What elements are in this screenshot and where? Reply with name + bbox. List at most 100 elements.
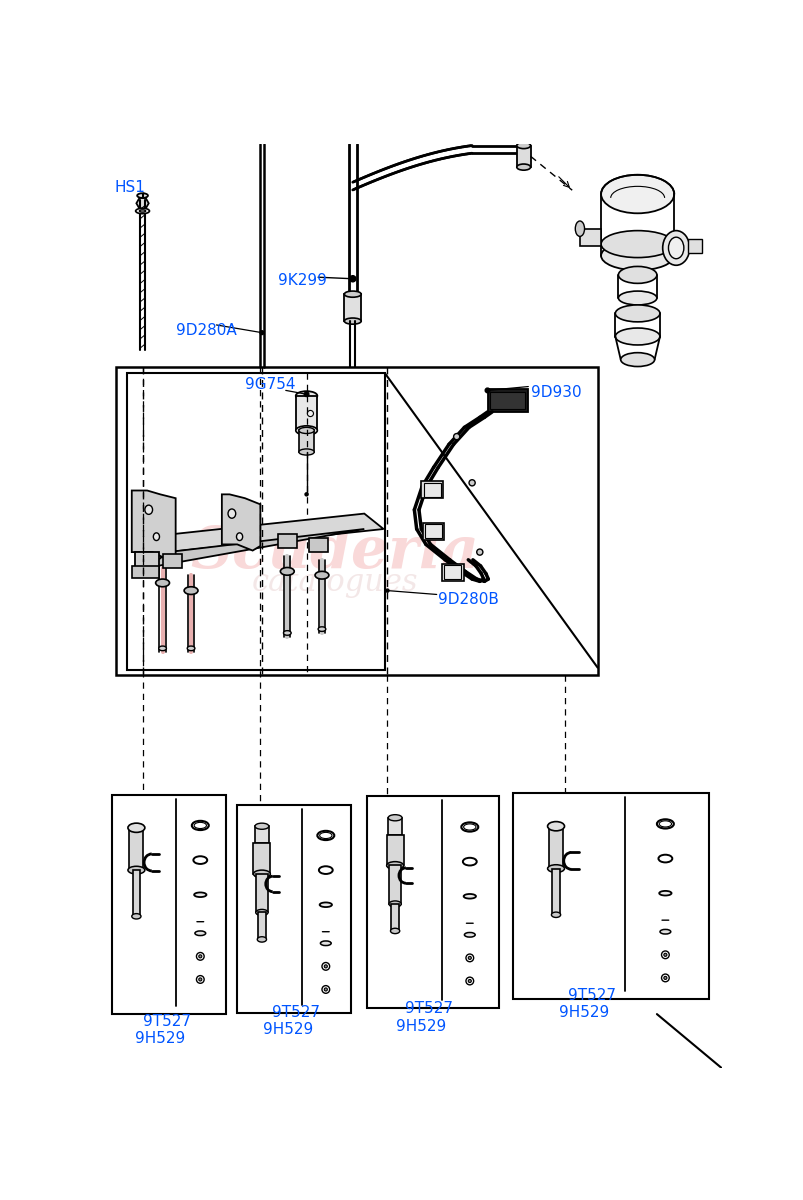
Ellipse shape xyxy=(390,929,399,934)
Circle shape xyxy=(467,956,471,960)
Bar xyxy=(516,145,530,167)
Ellipse shape xyxy=(463,894,475,899)
Bar xyxy=(512,793,708,998)
Ellipse shape xyxy=(194,931,206,936)
Bar xyxy=(255,874,267,912)
Ellipse shape xyxy=(156,580,169,587)
Ellipse shape xyxy=(257,937,266,942)
Ellipse shape xyxy=(575,221,584,236)
Ellipse shape xyxy=(516,164,530,170)
Bar xyxy=(444,565,461,580)
Circle shape xyxy=(324,988,327,991)
Ellipse shape xyxy=(601,230,674,258)
Text: 9D930: 9D930 xyxy=(530,385,581,400)
Bar xyxy=(296,396,317,431)
Bar xyxy=(253,844,270,874)
Ellipse shape xyxy=(280,568,294,575)
Ellipse shape xyxy=(614,305,659,322)
Text: Scuderia: Scuderia xyxy=(190,524,479,581)
Bar xyxy=(308,539,328,552)
Bar xyxy=(112,794,226,1014)
Circle shape xyxy=(663,953,666,956)
Circle shape xyxy=(198,955,202,958)
Ellipse shape xyxy=(547,822,564,830)
Ellipse shape xyxy=(253,870,270,878)
Bar xyxy=(548,827,562,869)
Ellipse shape xyxy=(662,230,689,265)
Bar xyxy=(487,389,527,412)
Ellipse shape xyxy=(318,626,325,631)
Ellipse shape xyxy=(194,893,206,898)
Ellipse shape xyxy=(464,932,475,937)
Ellipse shape xyxy=(296,426,317,436)
Text: 9H529: 9H529 xyxy=(558,1004,609,1020)
Circle shape xyxy=(349,276,356,282)
Ellipse shape xyxy=(386,862,403,869)
Ellipse shape xyxy=(187,646,194,650)
Ellipse shape xyxy=(132,913,141,919)
Ellipse shape xyxy=(128,823,145,833)
Ellipse shape xyxy=(344,292,361,298)
Ellipse shape xyxy=(344,318,361,324)
Bar xyxy=(391,904,398,931)
Bar xyxy=(278,534,297,548)
Ellipse shape xyxy=(320,902,332,907)
Ellipse shape xyxy=(299,449,314,455)
Ellipse shape xyxy=(255,823,268,829)
Ellipse shape xyxy=(551,912,560,918)
Text: 9H529: 9H529 xyxy=(395,1019,446,1033)
Bar xyxy=(423,482,440,497)
Text: HS1: HS1 xyxy=(114,180,145,196)
Ellipse shape xyxy=(153,533,159,540)
Ellipse shape xyxy=(128,866,145,874)
Text: 9D280A: 9D280A xyxy=(175,324,236,338)
Ellipse shape xyxy=(137,193,148,198)
Bar xyxy=(129,828,143,870)
Bar xyxy=(442,564,463,581)
Circle shape xyxy=(304,493,308,496)
Circle shape xyxy=(307,410,313,416)
Ellipse shape xyxy=(283,631,291,635)
Bar xyxy=(552,869,559,914)
Text: 9G754: 9G754 xyxy=(245,377,295,392)
Bar xyxy=(135,552,159,569)
Circle shape xyxy=(468,480,475,486)
Bar xyxy=(132,870,140,917)
Ellipse shape xyxy=(601,241,674,270)
Ellipse shape xyxy=(296,391,317,401)
Circle shape xyxy=(476,550,483,556)
Circle shape xyxy=(198,978,202,980)
Bar xyxy=(258,912,266,940)
Text: 9K299: 9K299 xyxy=(278,274,327,288)
Bar xyxy=(489,392,524,409)
Ellipse shape xyxy=(315,571,328,580)
Ellipse shape xyxy=(320,941,331,946)
Circle shape xyxy=(663,977,666,979)
Bar xyxy=(389,865,401,904)
Ellipse shape xyxy=(145,505,153,515)
Ellipse shape xyxy=(389,901,401,907)
Circle shape xyxy=(484,388,489,392)
Polygon shape xyxy=(132,491,175,559)
Ellipse shape xyxy=(620,353,654,366)
Ellipse shape xyxy=(614,328,659,344)
Ellipse shape xyxy=(158,646,166,650)
Text: 9T527: 9T527 xyxy=(271,1004,320,1020)
Text: 9T527: 9T527 xyxy=(143,1014,191,1030)
Ellipse shape xyxy=(299,427,314,433)
Bar xyxy=(344,294,361,322)
Ellipse shape xyxy=(658,890,671,895)
Bar xyxy=(255,827,268,844)
Text: catalogues: catalogues xyxy=(251,568,418,599)
Polygon shape xyxy=(222,494,260,551)
Ellipse shape xyxy=(136,209,149,214)
Circle shape xyxy=(467,979,471,983)
Bar xyxy=(132,566,159,578)
Ellipse shape xyxy=(255,910,267,916)
Ellipse shape xyxy=(184,587,198,594)
Ellipse shape xyxy=(618,266,656,283)
Polygon shape xyxy=(149,529,364,568)
Ellipse shape xyxy=(618,292,656,305)
Text: 9T527: 9T527 xyxy=(567,988,615,1003)
Bar xyxy=(299,431,314,452)
